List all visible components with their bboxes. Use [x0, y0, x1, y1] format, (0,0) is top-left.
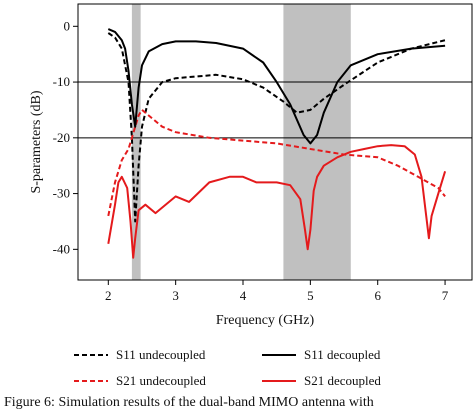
x-tick-label: 4: [240, 288, 247, 303]
x-tick-label: 5: [307, 288, 314, 303]
series-s21-undecoupled: [107, 108, 446, 217]
series-s21-decoupled: [107, 144, 447, 259]
shaded-band-1: [131, 4, 141, 280]
legend-label-s11-undecoupled: S11 undecoupled: [116, 347, 206, 362]
legend-label-s21-decoupled: S21 decoupled: [304, 373, 381, 388]
figure-caption: Figure 6: Simulation results of the dual…: [4, 395, 374, 410]
reference-lines: [78, 81, 472, 139]
x-tick-label: 6: [374, 288, 381, 303]
legend-label-s21-undecoupled: S21 undecoupled: [116, 373, 206, 388]
x-tick-label: 7: [442, 288, 449, 303]
y-axis-ticks: 0 -10 -20 -30 -40: [53, 18, 78, 256]
y-tick-label: -30: [53, 186, 70, 201]
shaded-band-2: [283, 4, 351, 280]
x-tick-label: 2: [105, 288, 112, 303]
y-tick-label: 0: [64, 18, 71, 33]
y-tick-label: -20: [53, 130, 70, 145]
shaded-bands: [131, 4, 351, 280]
y-tick-label: -40: [53, 241, 70, 256]
plot-frame: [77, 3, 473, 281]
series-s11-decoupled: [107, 28, 446, 145]
y-axis-title: S-parameters (dB): [29, 90, 44, 193]
y-tick-label: -10: [53, 74, 70, 89]
x-tick-label: 3: [172, 288, 179, 303]
legend-label-s11-decoupled: S11 decoupled: [304, 347, 381, 362]
x-axis-title: Frequency (GHz): [216, 313, 315, 328]
legend: S11 undecoupled S11 decoupled S21 undecoup…: [74, 347, 381, 388]
x-axis-ticks: 2 3 4 5 6 7: [105, 280, 449, 303]
series-s11-undecoupled: [107, 32, 446, 223]
series-lines: [107, 28, 447, 259]
